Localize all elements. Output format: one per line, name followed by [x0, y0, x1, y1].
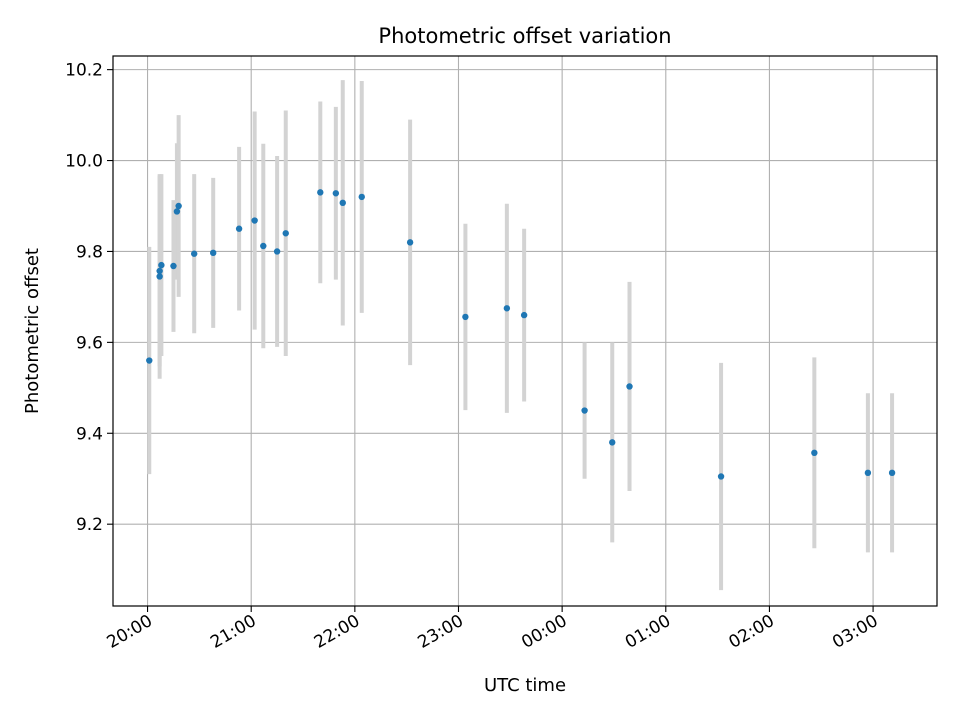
y-tick-label: 10.0 — [65, 152, 103, 172]
data-point — [717, 473, 725, 480]
y-tick-label: 9.2 — [76, 515, 103, 535]
data-point — [173, 208, 181, 215]
data-point — [888, 469, 896, 477]
y-tick-label: 9.6 — [76, 333, 103, 353]
data-point — [260, 242, 267, 250]
data-point — [609, 439, 616, 446]
x-tick-label: 02:00 — [726, 611, 778, 653]
y-tick-label: 9.4 — [76, 424, 103, 444]
plot-frame — [112, 55, 938, 607]
data-point — [332, 190, 340, 197]
data-point — [175, 202, 182, 210]
grid-layer — [113, 56, 937, 606]
x-tick-label: 20:00 — [104, 611, 156, 653]
data-point — [146, 357, 153, 364]
data-point — [235, 225, 243, 232]
x-tick-label: 00:00 — [518, 611, 570, 653]
y-axis-ticks: 9.2 9.4 9.6 9.8 10.0 10.2 — [65, 61, 113, 535]
x-tick-label: 23:00 — [415, 611, 467, 653]
x-axis-label: UTC time — [484, 675, 566, 696]
data-point — [358, 193, 365, 201]
x-axis-ticks: 20:00 21:00 22:00 23:00 00:00 01:00 02:00 03:00 — [104, 606, 882, 653]
data-point — [282, 230, 289, 237]
data-point — [406, 239, 414, 246]
data-point — [462, 313, 469, 321]
data-point — [170, 262, 177, 270]
data-point — [503, 305, 511, 312]
data-point — [156, 273, 163, 280]
data-point — [190, 250, 198, 257]
data-point — [156, 267, 163, 275]
x-tick-label: 01:00 — [622, 611, 674, 653]
data-point — [811, 449, 818, 457]
x-tick-label: 03:00 — [829, 611, 881, 653]
data-point — [251, 217, 258, 224]
errorbar-layer — [147, 80, 895, 591]
data-point — [864, 469, 872, 477]
x-tick-label: 21:00 — [207, 611, 259, 653]
point-layer — [146, 189, 896, 480]
data-point — [339, 199, 346, 207]
data-point — [158, 261, 165, 269]
y-tick-label: 9.8 — [76, 242, 103, 262]
y-axis-label: Photometric offset — [22, 248, 43, 414]
data-point — [273, 248, 281, 255]
data-point — [581, 407, 588, 414]
data-point — [626, 383, 633, 390]
chart-title: Photometric offset variation — [378, 24, 671, 48]
y-tick-label: 10.2 — [65, 61, 103, 81]
data-point — [209, 249, 217, 257]
x-tick-label: 22:00 — [311, 611, 363, 653]
data-point — [520, 311, 528, 319]
data-point — [317, 189, 324, 196]
